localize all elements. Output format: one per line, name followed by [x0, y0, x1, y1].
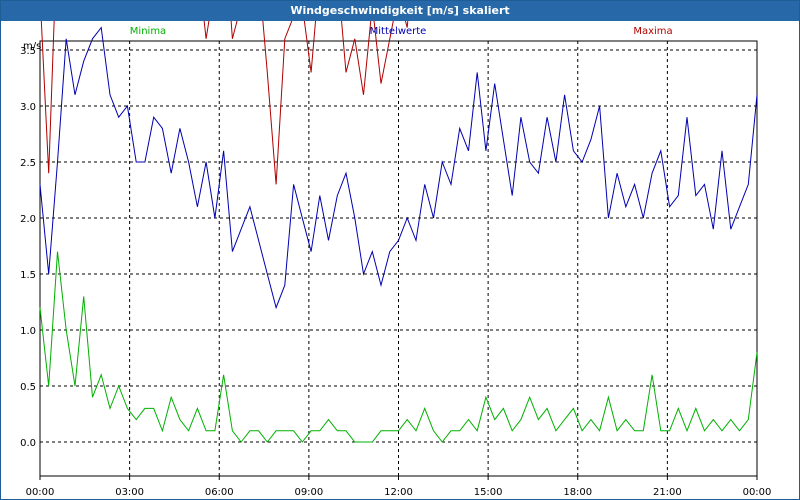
chart-title: Windgeschwindigkeit [m/s] skaliert [1, 1, 799, 21]
y-tick-label: 0.5 [20, 382, 36, 393]
data-series [39, 21, 758, 443]
y-axis-label: m/s [23, 41, 41, 52]
x-tick-time: 00:00 [743, 487, 772, 498]
series-line-mittelwerte [39, 26, 758, 310]
y-tick-label: 3.5 [20, 46, 36, 57]
y-tick-label: 1.0 [20, 326, 36, 337]
y-tick-label: 1.5 [20, 270, 36, 281]
legend-entry-mittelwerte: Mittelwerte [370, 26, 427, 37]
x-tick-time: 03:00 [115, 487, 144, 498]
y-tick-label: 0.0 [20, 438, 36, 449]
x-tick-time: 12:00 [384, 487, 413, 498]
x-tick-time: 09:00 [294, 487, 323, 498]
x-tick-time: 06:00 [205, 487, 234, 498]
x-tick-time: 00:00 [26, 487, 55, 498]
x-tick-time: 18:00 [563, 487, 592, 498]
legend-entry-minima: Minima [130, 26, 166, 37]
y-tick-label: 2.0 [20, 214, 36, 225]
x-tick-time: 15:00 [474, 487, 503, 498]
x-tick-labels: 00:0026.08.2203:0026.08.2206:0026.08.220… [26, 487, 772, 498]
y-tick-label: 3.0 [20, 102, 36, 113]
y-tick-label: 2.5 [20, 158, 36, 169]
y-tick-labels: 0.00.51.01.52.02.53.03.54.04.55.05.56.06… [20, 46, 36, 449]
chart-grid [39, 41, 758, 480]
legend: Minima Mittelwerte Maxima [130, 26, 673, 37]
x-tick-time: 21:00 [653, 487, 682, 498]
plot-area-frame [39, 40, 758, 477]
chart-svg: m/s 0.00.51.01.52.02.53.03.54.04.55.05.5… [20, 21, 772, 498]
series-line-minima [39, 251, 758, 443]
legend-entry-maxima: Maxima [633, 26, 672, 37]
